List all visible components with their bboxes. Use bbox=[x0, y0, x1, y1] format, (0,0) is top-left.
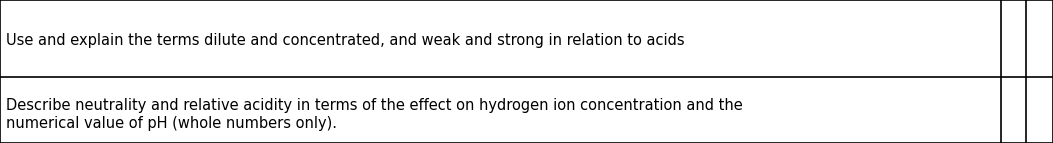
Text: Use and explain the terms dilute and concentrated, and weak and strong in relati: Use and explain the terms dilute and con… bbox=[6, 33, 684, 47]
Text: Describe neutrality and relative acidity in terms of the effect on hydrogen ion : Describe neutrality and relative acidity… bbox=[6, 98, 743, 131]
